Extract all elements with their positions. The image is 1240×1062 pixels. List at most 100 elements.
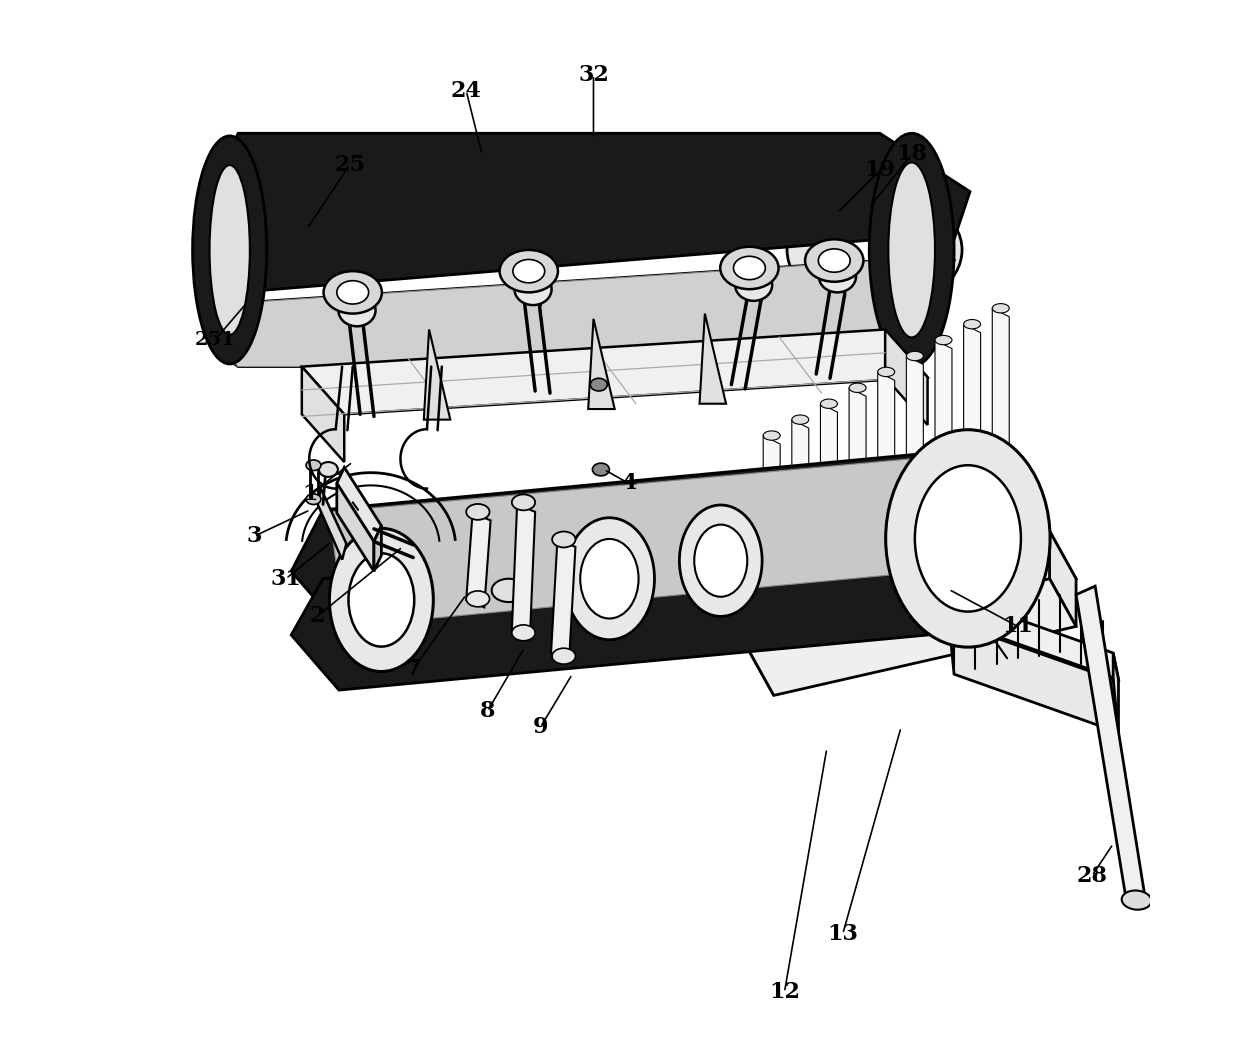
Text: 8: 8 [480,700,495,722]
Polygon shape [512,504,536,639]
Text: 32: 32 [578,64,609,86]
Polygon shape [821,404,837,620]
Text: 25: 25 [334,154,365,176]
Polygon shape [906,356,924,598]
Polygon shape [748,531,1076,648]
Polygon shape [748,600,774,696]
Ellipse shape [210,165,249,335]
Polygon shape [301,329,928,414]
Ellipse shape [466,590,490,606]
Polygon shape [212,133,970,292]
Ellipse shape [888,162,935,338]
Text: 9: 9 [533,716,548,738]
Ellipse shape [680,506,763,616]
Polygon shape [935,340,952,590]
Ellipse shape [552,531,575,547]
Polygon shape [424,329,450,419]
Text: 251: 251 [195,331,236,349]
Ellipse shape [552,648,575,664]
Polygon shape [992,308,1009,576]
Ellipse shape [590,378,608,391]
Polygon shape [324,536,360,632]
Polygon shape [324,473,1007,595]
Text: 28: 28 [1076,864,1107,887]
Polygon shape [317,489,346,560]
Polygon shape [949,595,1118,680]
Ellipse shape [992,304,1009,313]
Ellipse shape [818,249,851,272]
Ellipse shape [564,518,655,639]
Polygon shape [337,467,382,542]
Polygon shape [878,372,895,605]
Ellipse shape [306,460,321,470]
Polygon shape [374,526,382,571]
Text: 12: 12 [769,981,800,1004]
Text: 13: 13 [827,923,858,945]
Ellipse shape [763,431,780,441]
Ellipse shape [735,269,773,301]
Polygon shape [1114,653,1118,733]
Ellipse shape [787,189,962,311]
Polygon shape [748,579,1076,696]
Ellipse shape [878,367,895,377]
Ellipse shape [324,271,382,313]
Ellipse shape [734,256,765,279]
Ellipse shape [885,430,1050,647]
Ellipse shape [1122,891,1151,910]
Polygon shape [330,452,997,627]
Polygon shape [291,515,1023,690]
Ellipse shape [243,263,339,332]
Ellipse shape [720,246,779,289]
Ellipse shape [513,259,544,282]
Text: 24: 24 [451,80,481,102]
Polygon shape [301,366,345,462]
Polygon shape [217,260,954,366]
Polygon shape [337,483,374,571]
Polygon shape [1049,531,1076,627]
Ellipse shape [580,538,639,618]
Ellipse shape [319,462,337,477]
Polygon shape [588,319,615,409]
Ellipse shape [192,136,267,364]
Ellipse shape [337,280,368,304]
Text: 11: 11 [1002,616,1033,637]
Polygon shape [849,388,866,613]
Ellipse shape [492,579,526,602]
Polygon shape [963,324,981,583]
Ellipse shape [694,525,748,597]
Text: 4: 4 [621,473,636,494]
Polygon shape [551,539,575,661]
Text: 19: 19 [864,159,895,182]
Ellipse shape [963,320,981,329]
Ellipse shape [339,294,376,326]
Ellipse shape [466,504,490,520]
Ellipse shape [915,465,1021,612]
Ellipse shape [593,463,609,476]
Text: 2: 2 [310,605,325,627]
Text: 18: 18 [897,143,928,166]
Ellipse shape [348,553,414,647]
Ellipse shape [818,210,930,289]
Ellipse shape [935,336,952,345]
Ellipse shape [512,495,536,511]
Ellipse shape [821,399,837,409]
Text: 7: 7 [405,657,420,680]
Polygon shape [792,419,808,628]
Ellipse shape [869,133,954,366]
Ellipse shape [805,239,863,281]
Polygon shape [763,435,780,635]
Polygon shape [466,513,491,607]
Polygon shape [970,473,1007,563]
Ellipse shape [500,250,558,292]
Ellipse shape [306,494,321,504]
Polygon shape [291,448,1023,627]
Ellipse shape [217,244,366,350]
Ellipse shape [792,415,808,425]
Ellipse shape [512,624,536,640]
Ellipse shape [515,273,552,305]
Text: 1: 1 [303,483,317,504]
Polygon shape [949,621,1118,733]
Text: 31: 31 [270,568,301,589]
Polygon shape [324,515,1007,632]
Polygon shape [699,313,727,404]
